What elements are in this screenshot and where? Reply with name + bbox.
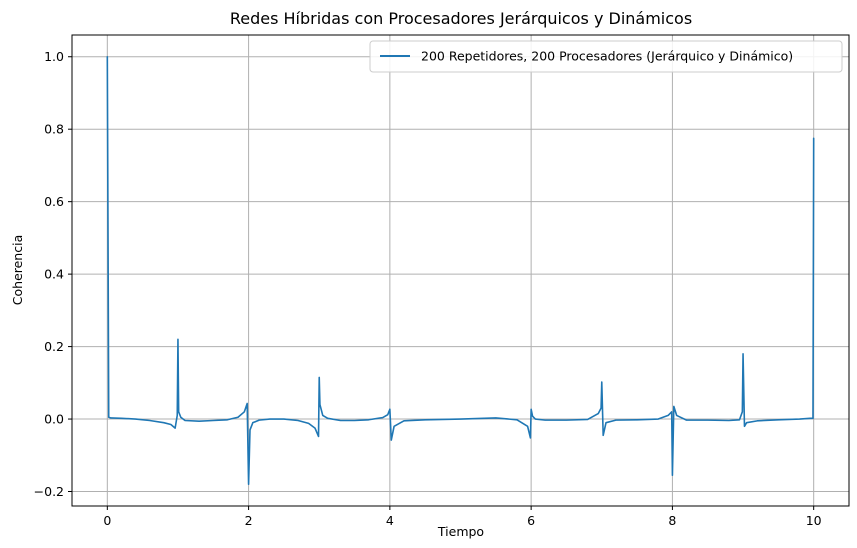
x-tick-label: 6 <box>527 513 535 528</box>
plot-area-frame <box>71 34 850 507</box>
x-tick-label: 8 <box>668 513 676 528</box>
x-tick-label: 0 <box>103 513 111 528</box>
y-tick-label: 1.0 <box>44 49 64 64</box>
y-tick-label: 0.6 <box>44 194 64 209</box>
legend-box <box>369 40 843 73</box>
x-tick-label: 10 <box>806 513 822 528</box>
chart-title: Redes Híbridas con Procesadores Jerárqui… <box>230 9 692 28</box>
y-tick-label: 0.0 <box>44 412 64 427</box>
series-layer <box>106 55 815 486</box>
x-axis-ticks: 0 2 4 6 8 10 <box>103 506 822 528</box>
y-axis-ticks: −0.2 0.0 0.2 0.4 0.6 0.8 1.0 <box>34 49 72 499</box>
grid <box>72 35 849 506</box>
legend-label: 200 Repetidores, 200 Procesadores (Jerár… <box>421 49 793 64</box>
x-axis-label: Tiempo <box>437 524 484 539</box>
y-axis-label: Coherencia <box>10 235 25 305</box>
y-tick-label: 0.8 <box>44 122 64 137</box>
x-tick-label: 2 <box>245 513 253 528</box>
x-tick-label: 4 <box>386 513 394 528</box>
legend: 200 Repetidores, 200 Procesadores (Jerár… <box>369 40 843 73</box>
y-tick-label: 0.2 <box>44 339 64 354</box>
series-line <box>106 55 815 486</box>
y-tick-label: −0.2 <box>34 484 64 499</box>
y-tick-label: 0.4 <box>44 267 64 282</box>
